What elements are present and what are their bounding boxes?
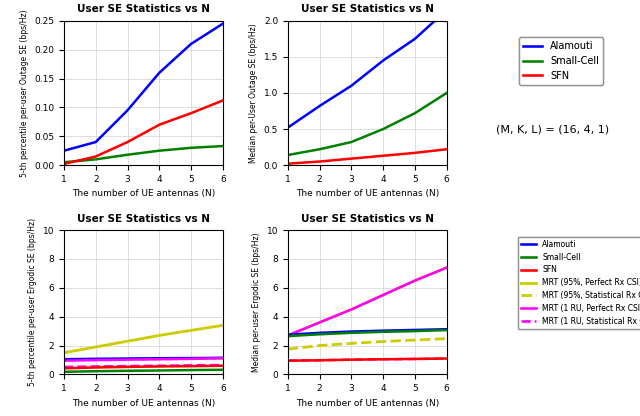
X-axis label: The number of UE antennas (N): The number of UE antennas (N) xyxy=(72,189,215,198)
Title: User SE Statistics vs N: User SE Statistics vs N xyxy=(301,5,434,15)
Legend: Alamouti, Small-Cell, SFN, MRT (95%, Perfect Rx CSI), MRT (95%, Statistical Rx C: Alamouti, Small-Cell, SFN, MRT (95%, Per… xyxy=(518,237,640,329)
X-axis label: The number of UE antennas (N): The number of UE antennas (N) xyxy=(72,399,215,408)
Title: User SE Statistics vs N: User SE Statistics vs N xyxy=(77,5,210,15)
Y-axis label: Median per-user Ergodic SE (bps/Hz): Median per-user Ergodic SE (bps/Hz) xyxy=(252,233,261,372)
Title: User SE Statistics vs N: User SE Statistics vs N xyxy=(77,214,210,224)
Y-axis label: 5-th percentile per-user Outage SE (bps/Hz): 5-th percentile per-user Outage SE (bps/… xyxy=(20,9,29,177)
X-axis label: The number of UE antennas (N): The number of UE antennas (N) xyxy=(296,189,439,198)
Legend: Alamouti, Small-Cell, SFN: Alamouti, Small-Cell, SFN xyxy=(519,37,603,85)
Title: User SE Statistics vs N: User SE Statistics vs N xyxy=(301,214,434,224)
Y-axis label: 5-th percentile per-user Ergodic SE (bps/Hz): 5-th percentile per-user Ergodic SE (bps… xyxy=(28,218,37,386)
Text: (M, K, L) = (16, 4, 1): (M, K, L) = (16, 4, 1) xyxy=(495,124,609,134)
Y-axis label: Median per-User Outage SE (bps/Hz): Median per-User Outage SE (bps/Hz) xyxy=(249,23,258,163)
X-axis label: The number of UE antennas (N): The number of UE antennas (N) xyxy=(296,399,439,408)
